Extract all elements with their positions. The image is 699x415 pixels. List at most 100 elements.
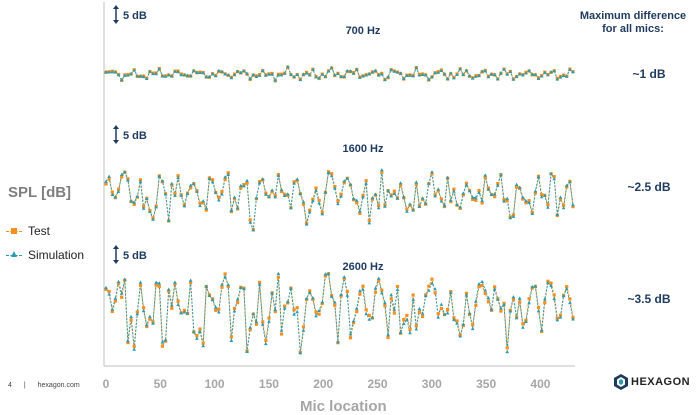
simulation-point-0-61 — [295, 72, 299, 76]
test-point-1-61 — [295, 179, 299, 183]
test-point-1-139 — [540, 193, 544, 197]
simulation-point-2-79 — [351, 319, 356, 323]
test-point-2-73 — [333, 303, 337, 307]
simulation-point-0-46 — [248, 76, 252, 81]
simulation-point-1-69 — [320, 212, 325, 216]
test-point-2-4 — [116, 281, 121, 286]
simulation-point-1-88 — [380, 168, 384, 172]
simulation-point-0-70 — [323, 74, 328, 78]
simulation-point-2-32 — [204, 284, 209, 288]
simulation-point-0-106 — [436, 70, 440, 74]
test-point-2-29 — [195, 334, 199, 338]
simulation-point-0-75 — [339, 74, 343, 78]
simulation-point-2-9 — [132, 347, 136, 351]
simulation-point-2-113 — [458, 334, 462, 338]
test-point-1-114 — [461, 193, 465, 197]
simulation-point-2-24 — [179, 311, 183, 315]
test-point-2-57 — [283, 304, 287, 308]
simulation-point-2-128 — [505, 349, 509, 354]
simulation-point-0-19 — [163, 74, 168, 78]
simulation-point-1-53 — [270, 188, 274, 192]
simulation-point-2-131 — [514, 316, 519, 320]
test-point-1-4 — [116, 187, 121, 191]
simulation-point-1-77 — [345, 176, 350, 180]
simulation-point-1-11 — [138, 179, 143, 183]
simulation-point-1-59 — [289, 205, 293, 210]
simulation-point-1-73 — [333, 186, 337, 190]
simulation-point-0-136 — [530, 72, 535, 76]
test-point-2-100 — [417, 310, 422, 314]
simulation-point-1-28 — [192, 181, 196, 186]
simulation-point-2-45 — [245, 349, 249, 353]
simulation-point-1-57 — [282, 193, 287, 197]
test-point-1-56 — [279, 189, 284, 194]
simulation-point-1-116 — [467, 189, 472, 193]
simulation-point-1-51 — [264, 192, 268, 196]
simulation-point-2-41 — [232, 309, 237, 313]
simulation-point-1-67 — [314, 188, 318, 192]
legend-label-simulation: Simulation — [28, 248, 85, 262]
simulation-point-0-65 — [307, 73, 312, 77]
simulation-point-1-147 — [564, 183, 569, 188]
simulation-point-0-96 — [405, 73, 409, 77]
simulation-point-2-103 — [427, 288, 431, 292]
simulation-point-0-10 — [135, 74, 140, 78]
simulation-point-0-134 — [524, 71, 528, 75]
test-point-1-34 — [210, 178, 215, 182]
test-point-1-131 — [514, 185, 519, 189]
simulation-point-0-97 — [408, 73, 412, 77]
simulation-point-2-78 — [348, 332, 353, 336]
simulation-point-2-53 — [270, 291, 274, 295]
simulation-point-1-25 — [182, 204, 187, 208]
simulation-point-0-83 — [364, 73, 368, 77]
simulation-point-1-125 — [496, 183, 500, 187]
simulation-point-1-128 — [505, 196, 509, 200]
test-point-2-86 — [373, 290, 378, 294]
simulation-point-0-13 — [144, 76, 149, 80]
simulation-point-0-113 — [458, 67, 462, 71]
test-point-2-46 — [248, 328, 252, 332]
simulation-point-0-55 — [276, 73, 281, 77]
simulation-point-2-37 — [220, 282, 224, 286]
simulation-point-1-14 — [148, 209, 152, 214]
simulation-point-1-15 — [151, 217, 155, 221]
simulation-point-1-131 — [514, 182, 519, 187]
simulation-point-1-16 — [154, 205, 158, 209]
legend-item-simulation: Simulation — [6, 243, 84, 267]
simulation-point-2-43 — [239, 285, 243, 289]
max-difference-2600hz: ~3.5 dB — [627, 292, 671, 306]
hexagon-logo-text: HEXAGON — [631, 376, 691, 388]
simulation-point-1-50 — [260, 177, 265, 181]
simulation-point-0-142 — [549, 70, 553, 74]
simulation-point-2-61 — [295, 309, 299, 314]
simulation-point-2-111 — [452, 317, 456, 322]
simulation-point-2-67 — [314, 314, 318, 318]
legend: Test Simulation — [6, 219, 84, 267]
test-point-1-88 — [380, 170, 384, 174]
max-difference-700hz: ~1 dB — [632, 67, 666, 81]
simulation-point-2-33 — [207, 293, 212, 297]
test-point-1-120 — [480, 201, 484, 205]
test-point-2-31 — [201, 341, 205, 345]
simulation-point-2-133 — [521, 325, 525, 329]
simulation-point-1-37 — [220, 192, 224, 196]
simulation-point-1-140 — [543, 193, 547, 197]
test-point-2-101 — [420, 314, 425, 319]
simulation-point-1-145 — [558, 195, 563, 199]
simulation-point-0-27 — [188, 73, 193, 78]
simulation-point-1-32 — [204, 206, 209, 210]
test-point-2-2 — [110, 309, 114, 314]
simulation-point-2-65 — [307, 290, 312, 294]
simulation-point-1-81 — [358, 209, 362, 213]
simulation-point-2-118 — [474, 299, 478, 303]
simulation-point-1-71 — [326, 170, 331, 175]
test-point-2-98 — [411, 293, 415, 297]
simulation-point-0-60 — [292, 74, 296, 78]
simulation-point-0-71 — [326, 69, 331, 73]
simulation-point-1-43 — [239, 183, 243, 187]
test-point-2-92 — [392, 311, 396, 315]
simulation-point-1-130 — [511, 214, 516, 218]
simulation-point-1-40 — [229, 208, 234, 213]
simulation-point-0-110 — [449, 71, 453, 75]
scale-bar-arrow-up-1 — [113, 125, 119, 129]
